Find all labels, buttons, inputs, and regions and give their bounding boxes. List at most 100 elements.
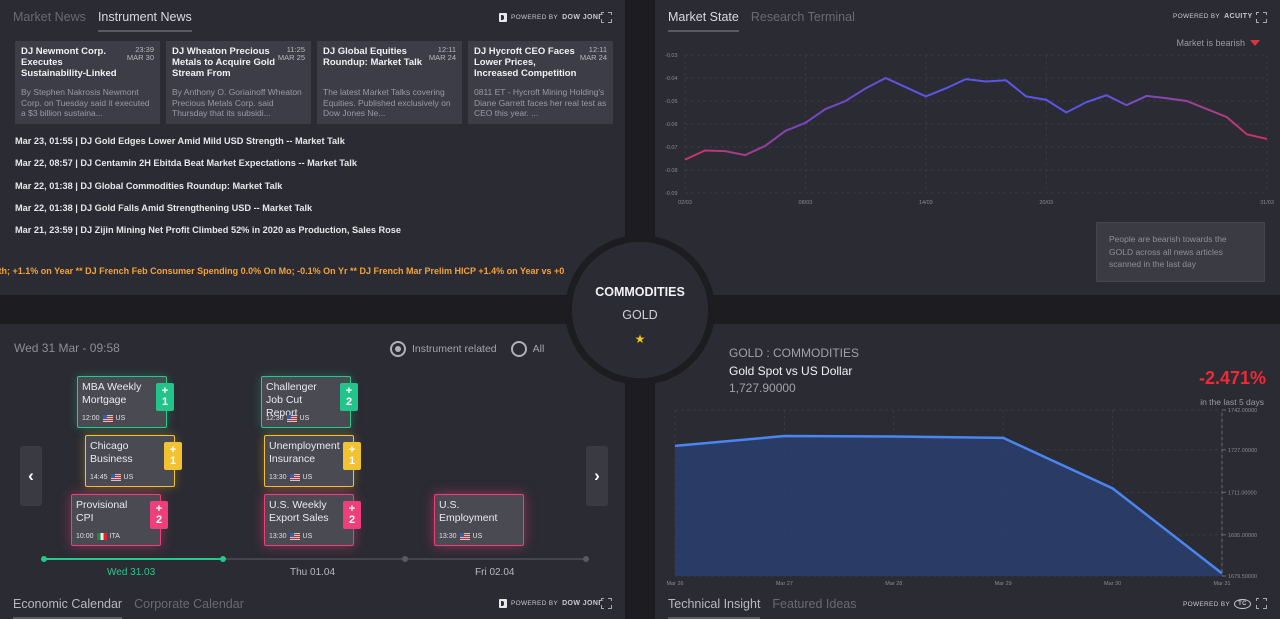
radio-empty-icon bbox=[510, 341, 527, 357]
news-tabs: Market News Instrument News bbox=[13, 10, 192, 32]
y-tick-label: -0.07 bbox=[665, 145, 678, 151]
powered-prefix: POWERED BY bbox=[1173, 13, 1221, 20]
instrument-badge[interactable]: COMMODITIES GOLD ★ bbox=[565, 235, 715, 385]
tab-technical-insight[interactable]: Technical Insight bbox=[668, 597, 761, 619]
timeline-dot bbox=[583, 556, 589, 562]
powered-brand: ACUITY bbox=[1224, 13, 1253, 20]
y-tick-label: -0.06 bbox=[665, 122, 678, 128]
news-card-title: DJ Newmont Corp. Executes Sustainability… bbox=[21, 46, 117, 79]
filter-label: Instrument related bbox=[412, 343, 497, 355]
calendar-event[interactable]: MBA Weekly Mortgage 12:00 US +1 bbox=[77, 376, 174, 428]
news-card-title: DJ Global Equities Roundup: Market Talk bbox=[323, 46, 423, 68]
tab-economic-calendar[interactable]: Economic Calendar bbox=[13, 597, 123, 619]
powered-by-acuity: POWERED BY ACUITY bbox=[1173, 13, 1253, 20]
impact-badge: +2 bbox=[340, 383, 358, 411]
next-arrow-button[interactable]: › bbox=[586, 446, 608, 506]
y-tick-label: 1727.00000 bbox=[1228, 448, 1257, 454]
calendar-filter: Instrument related All bbox=[390, 341, 544, 357]
day-label[interactable]: Wed 31.03 bbox=[107, 567, 156, 578]
calendar-timeline[interactable] bbox=[41, 556, 589, 562]
tab-market-news[interactable]: Market News bbox=[13, 10, 86, 24]
italy-flag-icon bbox=[96, 533, 107, 540]
headline-item[interactable]: Mar 22, 01:38 | DJ Global Commodities Ro… bbox=[15, 180, 283, 191]
headline-item[interactable]: Mar 22, 08:57 | DJ Centamin 2H Ebitda Be… bbox=[15, 158, 357, 169]
news-card-snippet: By Anthony O. Goriainoff Wheaton Preciou… bbox=[172, 87, 302, 118]
calendar-event[interactable]: Unemployment Insurance 13:30 US +1 bbox=[264, 435, 361, 487]
tab-instrument-news[interactable]: Instrument News bbox=[97, 10, 192, 32]
x-tick-label: 14/03 bbox=[919, 200, 933, 206]
x-tick-label: Mar 29 bbox=[995, 581, 1012, 587]
timeline-dot bbox=[402, 556, 408, 562]
calendar-event[interactable]: U.S. Employment 13:30 US bbox=[434, 494, 524, 546]
powered-by-dow-jones: POWERED BY DOW JONES bbox=[499, 599, 608, 608]
event-title: U.S. Weekly Export Sales bbox=[269, 499, 329, 524]
powered-prefix: POWERED BY bbox=[511, 14, 559, 21]
news-card-title: DJ Hycroft CEO Faces Lower Prices, Incre… bbox=[474, 46, 577, 79]
y-tick-label: 1695.00000 bbox=[1228, 533, 1257, 539]
y-tick-label: -0.09 bbox=[665, 191, 678, 197]
event-meta: 12:30 US bbox=[266, 415, 310, 422]
technical-insight-panel: GOLD : COMMODITIES Gold Spot vs US Dolla… bbox=[655, 324, 1280, 619]
news-card-title: DJ Wheaton Precious Metals to Acquire Go… bbox=[172, 46, 276, 79]
favorite-star-icon[interactable]: ★ bbox=[634, 332, 646, 346]
headline-item[interactable]: Mar 23, 01:55 | DJ Gold Edges Lower Amid… bbox=[15, 136, 345, 146]
event-title: Unemployment Insurance bbox=[269, 440, 340, 465]
instrument-subtitle: GOLD : COMMODITIES bbox=[729, 346, 860, 360]
us-flag-icon bbox=[289, 533, 300, 540]
news-cards: DJ Newmont Corp. Executes Sustainability… bbox=[15, 41, 613, 124]
expand-icon[interactable] bbox=[1255, 597, 1267, 609]
filter-instrument-related[interactable]: Instrument related bbox=[390, 341, 497, 357]
sentiment-line bbox=[684, 76, 1268, 161]
calendar-event[interactable]: Challenger Job Cut Report 12:30 US +2 bbox=[261, 376, 358, 428]
price-line bbox=[674, 434, 1223, 575]
instrument-name: GOLD bbox=[622, 308, 658, 322]
news-card[interactable]: DJ Hycroft CEO Faces Lower Prices, Incre… bbox=[468, 41, 613, 124]
sentiment-chart: -0.03 -0.04 -0.05 -0.06 -0.07 -0.08 -0.0902/03… bbox=[665, 53, 1274, 206]
news-card[interactable]: DJ Wheaton Precious Metals to Acquire Go… bbox=[166, 41, 311, 124]
instrument-title: Gold Spot vs US Dollar bbox=[729, 364, 853, 378]
day-label[interactable]: Fri 02.04 bbox=[475, 567, 515, 578]
us-flag-icon bbox=[286, 415, 297, 422]
event-title: MBA Weekly Mortgage bbox=[82, 381, 142, 406]
calendar-event[interactable]: Chicago Business 14:45 US +1 bbox=[85, 435, 182, 487]
news-card[interactable]: DJ Newmont Corp. Executes Sustainability… bbox=[15, 41, 160, 124]
change-period: in the last 5 days bbox=[1200, 397, 1264, 407]
headline-item[interactable]: Mar 21, 23:59 | DJ Zijin Mining Net Prof… bbox=[15, 225, 402, 236]
news-card-time: 12:11 MAR 24 bbox=[579, 45, 607, 62]
calendar-date-time: Wed 31 Mar - 09:58 bbox=[14, 341, 120, 355]
powered-brand: DOW JONES bbox=[562, 600, 609, 607]
tab-research-terminal[interactable]: Research Terminal bbox=[750, 10, 855, 24]
powered-brand: TC bbox=[1234, 599, 1251, 609]
sentiment-tooltip: People are bearish towards the GOLD acro… bbox=[1096, 222, 1265, 282]
y-tick-label: -0.03 bbox=[665, 53, 678, 59]
calendar-event[interactable]: U.S. Weekly Export Sales 13:30 US +2 bbox=[264, 494, 361, 546]
instrument-price: 1,727.90000 bbox=[729, 381, 796, 395]
powered-by-tc: POWERED BY TC bbox=[1183, 599, 1251, 609]
prev-arrow-button[interactable]: ‹ bbox=[20, 446, 42, 506]
news-card[interactable]: DJ Global Equities Roundup: Market Talk … bbox=[317, 41, 462, 124]
filter-all[interactable]: All bbox=[510, 341, 545, 357]
filter-label: All bbox=[532, 343, 545, 355]
headline-item[interactable]: Mar 22, 01:38 | DJ Gold Falls Amid Stren… bbox=[15, 202, 313, 213]
x-tick-label: 20/03 bbox=[1039, 200, 1053, 206]
dow-jones-logo-icon bbox=[499, 13, 507, 22]
calendar-event[interactable]: Provisional CPI 10:00 ITA +2 bbox=[71, 494, 168, 546]
news-panel: Market News Instrument News POWERED BY D… bbox=[0, 0, 625, 295]
expand-icon[interactable] bbox=[600, 11, 612, 23]
x-tick-label: Mar 26 bbox=[666, 581, 683, 587]
news-card-snippet: The latest Market Talks covering Equitie… bbox=[323, 87, 451, 118]
day-label[interactable]: Thu 01.04 bbox=[290, 567, 336, 578]
tab-featured-ideas[interactable]: Featured Ideas bbox=[772, 597, 857, 611]
radio-selected-icon bbox=[390, 341, 406, 357]
powered-by-dow-jones: POWERED BY DOW JONES bbox=[499, 13, 608, 22]
event-meta: 13:30 US bbox=[269, 533, 313, 540]
expand-icon[interactable] bbox=[1255, 11, 1267, 23]
news-ticker[interactable]: nth; +1.1% on Year ** DJ French Feb Cons… bbox=[0, 266, 565, 276]
instrument-category: COMMODITIES bbox=[595, 285, 685, 299]
expand-icon[interactable] bbox=[600, 597, 612, 609]
tab-market-state[interactable]: Market State bbox=[668, 10, 739, 32]
sentiment-label: Market is bearish bbox=[1176, 38, 1245, 48]
tab-corporate-calendar[interactable]: Corporate Calendar bbox=[134, 597, 244, 611]
us-flag-icon bbox=[459, 533, 470, 540]
event-title: Chicago Business bbox=[90, 440, 133, 465]
